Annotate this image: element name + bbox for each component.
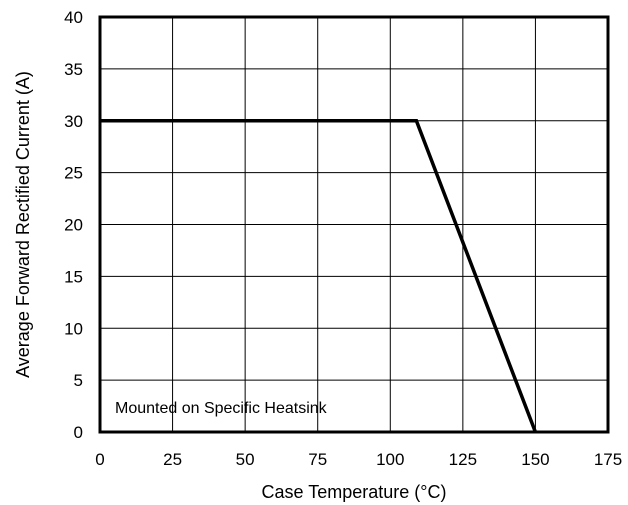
x-tick-label: 175	[594, 450, 622, 469]
x-tick-label: 50	[236, 450, 255, 469]
y-tick-labels: 0 5 10 15 20 25 30 35 40	[64, 8, 83, 442]
y-tick-label: 0	[74, 423, 83, 442]
y-tick-label: 20	[64, 216, 83, 235]
x-tick-label: 100	[376, 450, 404, 469]
plot-frame	[98, 15, 610, 434]
x-tick-label: 125	[449, 450, 477, 469]
y-tick-label: 25	[64, 164, 83, 183]
series-layer	[100, 119, 538, 433]
x-tick-labels: 0 25 50 75 100 125 150 175	[95, 450, 622, 469]
y-axis-title: Average Forward Rectified Current (A)	[13, 71, 33, 378]
x-tick-label: 150	[521, 450, 549, 469]
y-tick-label: 35	[64, 60, 83, 79]
x-tick-label: 25	[163, 450, 182, 469]
y-tick-label: 40	[64, 8, 83, 27]
x-tick-label: 0	[95, 450, 104, 469]
y-tick-label: 30	[64, 112, 83, 131]
y-tick-label: 5	[74, 371, 83, 390]
y-tick-label: 15	[64, 267, 83, 286]
y-tick-label: 10	[64, 319, 83, 338]
x-tick-label: 75	[308, 450, 327, 469]
derating-curve	[100, 119, 538, 433]
heatsink-annotation: Mounted on Specific Heatsink	[115, 400, 328, 417]
x-axis-title: Case Temperature (°C)	[262, 482, 447, 502]
grid-lines	[99, 16, 609, 433]
